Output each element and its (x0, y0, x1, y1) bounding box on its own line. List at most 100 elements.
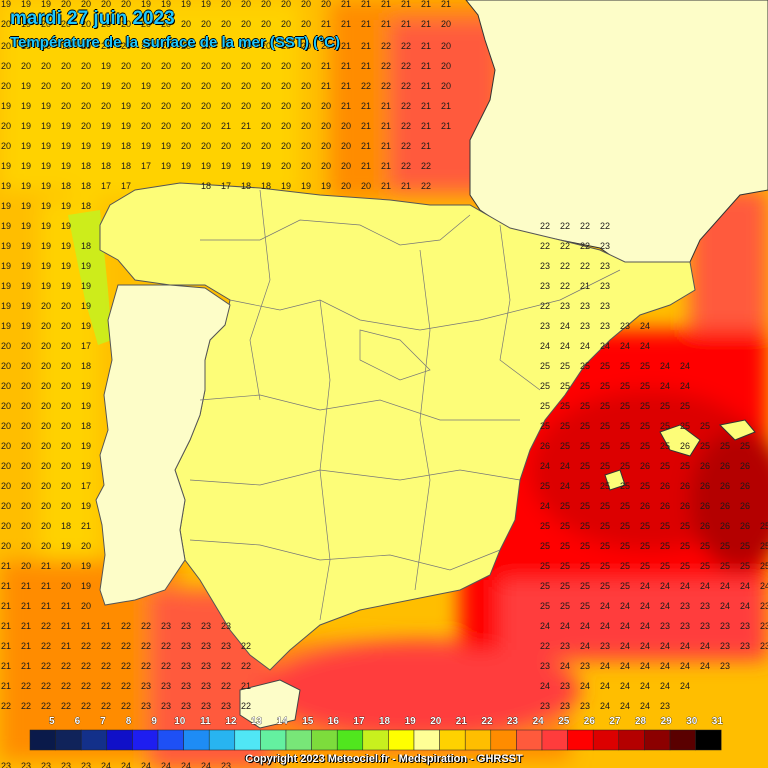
sst-value-label: 22 (401, 101, 411, 111)
sst-value-label: 21 (421, 101, 431, 111)
sst-value-label: 23 (141, 701, 151, 711)
sst-value-label: 25 (560, 401, 570, 411)
sst-value-label: 21 (361, 121, 371, 131)
sst-value-label: 20 (61, 361, 71, 371)
sst-value-label: 24 (201, 761, 211, 768)
sst-value-label: 20 (241, 61, 251, 71)
sst-value-label: 25 (700, 541, 710, 551)
sst-value-label: 23 (181, 661, 191, 671)
sst-value-label: 19 (1, 281, 11, 291)
sst-value-label: 24 (660, 641, 670, 651)
sst-value-label: 18 (241, 181, 251, 191)
spain-land (99, 182, 696, 671)
sst-value-label: 20 (81, 61, 91, 71)
legend-value-label: 5 (49, 716, 55, 727)
sst-value-label: 22 (540, 221, 550, 231)
sst-value-label: 19 (201, 161, 211, 171)
sst-value-label: 23 (760, 641, 768, 651)
sst-value-label: 21 (221, 121, 231, 131)
sst-value-label: 18 (81, 201, 91, 211)
sst-value-label: 19 (41, 141, 51, 151)
sst-value-label: 19 (61, 221, 71, 231)
sst-value-label: 20 (61, 581, 71, 591)
sst-value-label: 19 (41, 261, 51, 271)
sst-value-label: 22 (41, 701, 51, 711)
sst-value-label: 24 (101, 761, 111, 768)
sst-value-label: 20 (1, 81, 11, 91)
sst-value-label: 20 (61, 501, 71, 511)
sst-value-label: 25 (680, 401, 690, 411)
sst-value-label: 21 (381, 121, 391, 131)
sst-value-label: 25 (540, 481, 550, 491)
sst-value-label: 20 (1, 19, 11, 29)
sst-value-label: 24 (560, 621, 570, 631)
sst-value-label: 19 (41, 181, 51, 191)
sst-value-label: 20 (341, 141, 351, 151)
sst-value-label: 20 (241, 81, 251, 91)
sst-value-label: 20 (41, 361, 51, 371)
sst-value-label: 20 (81, 19, 91, 29)
sst-value-label: 20 (281, 161, 291, 171)
sst-value-label: 20 (41, 341, 51, 351)
sst-value-label: 20 (321, 161, 331, 171)
sst-value-label: 22 (21, 681, 31, 691)
sst-value-label: 18 (61, 521, 71, 531)
sst-value-label: 23 (221, 761, 231, 768)
map-date-title: mardi 27 juin 2023 (10, 8, 175, 29)
sst-value-label: 18 (121, 141, 131, 151)
sst-value-label: 19 (1, 241, 11, 251)
sst-value-label: 25 (560, 421, 570, 431)
sst-value-label: 26 (680, 501, 690, 511)
sst-value-label: 20 (301, 141, 311, 151)
sst-value-label: 25 (600, 481, 610, 491)
sst-value-label: 19 (1, 221, 11, 231)
sst-value-label: 20 (21, 361, 31, 371)
sst-value-label: 24 (600, 621, 610, 631)
sst-value-label: 26 (720, 481, 730, 491)
sst-value-label: 23 (680, 621, 690, 631)
sst-value-label: 22 (580, 241, 590, 251)
sst-value-label: 22 (161, 661, 171, 671)
sst-value-label: 23 (540, 321, 550, 331)
sst-value-label: 25 (580, 501, 590, 511)
sst-value-label: 21 (421, 41, 431, 51)
sst-value-label: 21 (381, 101, 391, 111)
sst-value-label: 20 (301, 121, 311, 131)
sst-value-label: 19 (81, 321, 91, 331)
sst-value-label: 20 (61, 0, 71, 9)
sst-value-label: 25 (580, 581, 590, 591)
sst-value-label: 25 (640, 521, 650, 531)
sst-value-label: 20 (281, 141, 291, 151)
sst-value-label: 24 (660, 601, 670, 611)
sst-value-label: 20 (201, 101, 211, 111)
sst-value-label: 25 (700, 561, 710, 571)
sst-value-label: 24 (720, 581, 730, 591)
sst-value-label: 22 (101, 681, 111, 691)
sst-value-label: 24 (600, 701, 610, 711)
sst-value-label: 20 (1, 461, 11, 471)
sst-value-label: 22 (41, 661, 51, 671)
legend-value-label: 17 (353, 716, 365, 727)
sst-value-label: 21 (421, 141, 431, 151)
sst-value-label: 20 (1, 61, 11, 71)
sst-value-label: 25 (580, 541, 590, 551)
sst-value-label: 20 (141, 121, 151, 131)
sst-value-label: 21 (421, 81, 431, 91)
sst-value-label: 20 (81, 541, 91, 551)
legend-value-label: 22 (481, 716, 493, 727)
sst-value-label: 19 (21, 321, 31, 331)
sst-value-label: 25 (600, 441, 610, 451)
sst-value-label: 22 (121, 681, 131, 691)
sst-value-label: 24 (600, 681, 610, 691)
sst-value-label: 21 (1, 601, 11, 611)
sst-value-label: 25 (620, 361, 630, 371)
sst-value-label: 20 (181, 121, 191, 131)
legend-value-label: 26 (584, 716, 596, 727)
legend-value-label: 7 (100, 716, 106, 727)
sst-value-label: 19 (81, 581, 91, 591)
sst-value-label: 20 (241, 19, 251, 29)
sst-value-label: 21 (21, 661, 31, 671)
sst-value-label: 20 (181, 41, 191, 51)
sst-value-label: 19 (1, 101, 11, 111)
sst-value-label: 23 (720, 641, 730, 651)
